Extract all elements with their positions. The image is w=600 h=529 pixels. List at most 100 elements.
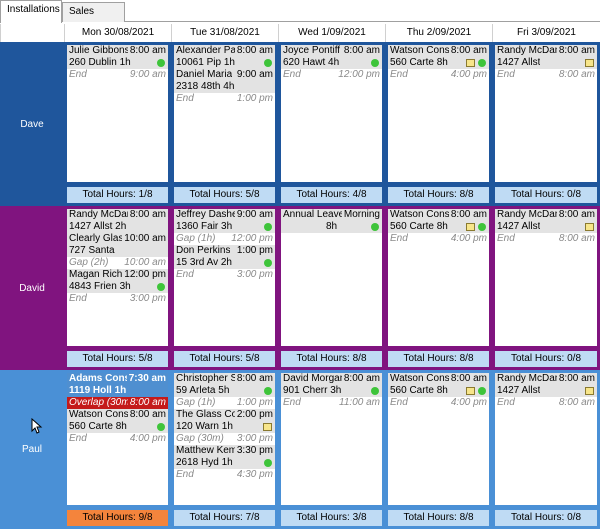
end-line: End 4:00 pm [388,69,489,81]
appointment-text: 620 Hawt 4h [283,57,340,68]
appointment-text: End [176,93,194,104]
appointment-text: Adams Cons [69,373,131,384]
appointment-list: Alexander Patt 8:00 am 10061 Pip 1h Daniel … [174,45,275,182]
appointment-line[interactable]: 15 3rd Av 2h [174,257,275,269]
day-cell[interactable]: Julie Gibbons 8:00 am 260 Dublin 1h End 9:00… [64,42,171,206]
appointment-line[interactable]: Watson Constr 8:00 am [388,373,489,385]
day-cell[interactable]: Alexander Patt 8:00 am 10061 Pip 1h Daniel … [171,42,278,206]
note-icon [466,223,475,231]
status-dot-icon [264,387,272,395]
day-cell[interactable]: Randy McDani 8:00 am 1427 Allst End 8:00 am T… [492,206,600,370]
day-cell[interactable]: Joyce Pontiff 8:00 am 620 Hawt 4h End 12:00 … [278,42,385,206]
day-cell[interactable]: Randy McDani 8:00 am 1427 Allst End 8:00 am T… [492,370,600,529]
appointment-line[interactable]: 560 Carte 8h [388,385,489,397]
appointment-line[interactable]: Randy McDani 8:00 am [67,209,168,221]
appointment-time: 8:00 am [234,45,273,57]
appointment-line[interactable]: 8h [281,221,382,233]
appointment-line[interactable]: 1119 Holl 1h [67,385,168,397]
staff-name[interactable]: Paul [0,370,64,529]
appointment-line[interactable]: 560 Carte 8h [388,57,489,69]
appointment-time: 9:00 am [234,69,273,81]
schedule-row: Paul Adams Cons 7:30 am 1119 Holl 1h Overlap… [0,370,600,529]
appointment-line[interactable]: 10061 Pip 1h [174,57,275,69]
total-hours: Total Hours: 1/8 [67,187,168,203]
day-cell[interactable]: Annual Leave Morning 8h Total Hours: 8/8 [278,206,385,370]
staff-name[interactable]: Dave [0,42,64,206]
appointment-line[interactable]: Christopher Sr 8:00 am [174,373,275,385]
day-cell[interactable]: Adams Cons 7:30 am 1119 Holl 1h Overlap (30… [64,370,171,529]
appointment-line[interactable]: 2318 48th 4h [174,81,275,93]
tab-sales-visits[interactable]: Sales Visits [62,2,125,35]
day-cell[interactable]: Christopher Sr 8:00 am 59 Arleta 5h Gap (1h… [171,370,278,529]
appointment-time: 12:00 pm [231,233,273,244]
appointment-text: 8h [325,221,338,232]
appointment-line[interactable]: 4843 Frien 3h [67,281,168,293]
appointment-time: 8:00 am [558,397,595,408]
appointment-text: 560 Carte 8h [390,385,448,396]
appointment-line[interactable]: 120 Warn 1h [174,421,275,433]
appointment-line[interactable]: Daniel Maria 9:00 am [174,69,275,81]
appointment-line[interactable]: 1427 Allst [495,385,597,397]
appointment-line[interactable]: 1427 Allst 2h [67,221,168,233]
staff-name[interactable]: David [0,206,64,370]
schedule-row: David Randy McDani 8:00 am 1427 Allst 2h Cle… [0,206,600,370]
appointment-line[interactable]: Overlap (30m) 8:00 am [67,397,168,409]
appointment-line[interactable]: Watson Constr 8:00 am [67,409,168,421]
appointment-text: 15 3rd Av 2h [176,257,232,268]
appointment-time: 4:30 pm [236,469,273,480]
appointment-line[interactable]: David Morgan 8:00 am [281,373,382,385]
appointment-line[interactable]: Randy McDani 8:00 am [495,209,597,221]
appointment-line[interactable]: Adams Cons 7:30 am [67,373,168,385]
tab-installations[interactable]: Installations [0,0,62,23]
appointment-time: 10:00 am [122,233,166,245]
day-cell[interactable]: Watson Constr 8:00 am 560 Carte 8h End 4:00 … [385,206,492,370]
day-cell[interactable]: Jeffrey Dashe 9:00 am 1360 Fair 3h Gap (1h)… [171,206,278,370]
appointment-line[interactable]: Randy McDani 8:00 am [495,373,597,385]
appointment-line[interactable]: Clearly Glass 10:00 am [67,233,168,245]
day-cell[interactable]: David Morgan 8:00 am 901 Cherr 3h End 11:00 … [278,370,385,529]
appointment-line[interactable]: Watson Constr 8:00 am [388,209,489,221]
appointment-text: 560 Carte 8h [390,221,448,232]
appointment-line[interactable]: 560 Carte 8h [67,421,168,433]
appointment-line[interactable]: 1427 Allst [495,221,597,233]
appointment-line[interactable]: The Glass Co. 2:00 pm [174,409,275,421]
appointment-line[interactable]: Joyce Pontiff 8:00 am [281,45,382,57]
appointment-time: 8:00 am [341,45,380,57]
day-cell[interactable]: Randy McDani 8:00 am 1427 Allst End 8:00 am T… [492,42,600,206]
appointment-line[interactable]: Magan Richie 12:00 pm [67,269,168,281]
appointment-text: Gap (1h) [176,397,216,408]
appointment-text: Overlap (30m) [69,397,133,408]
total-hours: Total Hours: 5/8 [174,187,275,203]
appointment-line[interactable]: 620 Hawt 4h [281,57,382,69]
appointment-time: 8:00 am [448,373,487,385]
appointment-time: 12:00 pm [338,69,380,80]
appointment-line[interactable]: Don Perkins 1:00 pm [174,245,275,257]
appointment-line[interactable]: 727 Santa [67,245,168,257]
day-cell[interactable]: Watson Constr 8:00 am 560 Carte 8h End 4:00 … [385,370,492,529]
status-dot-icon [264,223,272,231]
appointment-line[interactable]: 260 Dublin 1h [67,57,168,69]
status-dot-icon [264,459,272,467]
appointment-time: 4:00 pm [450,69,487,80]
appointment-line[interactable]: 59 Arleta 5h [174,385,275,397]
appointment-line[interactable]: Alexander Patt 8:00 am [174,45,275,57]
appointment-line[interactable]: 1360 Fair 3h [174,221,275,233]
gap-line: Gap (1h) 1:00 pm [174,397,275,409]
appointment-line[interactable]: Watson Constr 8:00 am [388,45,489,57]
total-hours: Total Hours: 0/8 [495,510,597,526]
appointment-line[interactable]: Julie Gibbons 8:00 am [67,45,168,57]
appointment-text: 727 Santa [69,245,115,256]
mouse-cursor-icon [31,418,43,434]
appointment-line[interactable]: 901 Cherr 3h [281,385,382,397]
appointment-line[interactable]: Randy McDani 8:00 am [495,45,597,57]
appointment-list: Watson Constr 8:00 am 560 Carte 8h End 4:00 … [388,45,489,182]
appointment-line[interactable]: 1427 Allst [495,57,597,69]
appointment-line[interactable]: 560 Carte 8h [388,221,489,233]
day-cell[interactable]: Watson Constr 8:00 am 560 Carte 8h End 4:00 … [385,42,492,206]
appointment-time: 8:00 am [558,233,595,244]
appointment-line[interactable]: Matthew Kemp 3:30 pm [174,445,275,457]
day-cell[interactable]: Randy McDani 8:00 am 1427 Allst 2h Clearly … [64,206,171,370]
appointment-line[interactable]: Jeffrey Dashe 9:00 am [174,209,275,221]
appointment-line[interactable]: Annual Leave Morning [281,209,382,221]
appointment-line[interactable]: 2618 Hyd 1h [174,457,275,469]
